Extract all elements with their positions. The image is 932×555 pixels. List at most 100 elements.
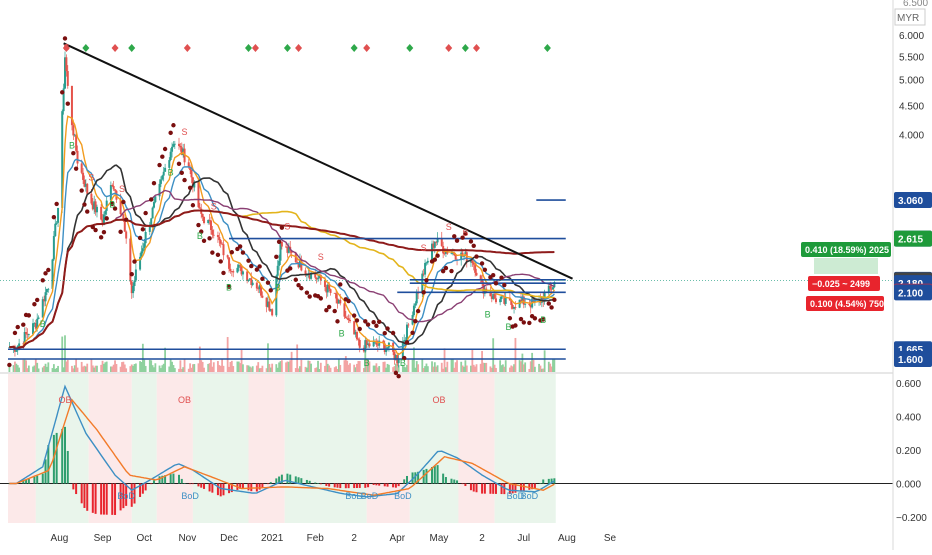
macd-line [9,384,555,498]
histogram-bar [64,426,66,484]
volume-bar [531,352,534,372]
candle-body [393,351,396,360]
oscillator-band [366,374,410,523]
candle-body [501,296,504,298]
volume-bar [51,368,54,372]
sar-dot [518,316,524,322]
candle-body [140,251,143,257]
horizontal-levels [0,199,893,360]
candle-body [82,172,85,180]
histogram-bar [111,483,114,515]
histogram-bar [180,478,183,484]
volume-bar [386,363,389,372]
downtrend-line [63,42,573,280]
oscillator-band [248,374,285,523]
volume-bar [22,359,25,372]
candle-body [383,343,386,353]
sar-dot [296,283,301,288]
volume-bar [135,363,137,372]
oscillator-band [156,374,193,523]
volume-bar [365,359,368,372]
volume-bar [414,367,417,372]
histogram-bar [364,483,367,488]
candle-body [250,278,253,285]
volume-bar [347,364,350,372]
volume-bar [453,367,456,372]
sar-dot [254,267,260,272]
sar-dot [335,319,340,324]
buy-label: B [109,199,115,209]
sar-dot [521,320,526,325]
candle-body [355,331,358,340]
sell-label: S [119,184,125,194]
histogram-bar [553,478,556,484]
sar-dot [196,222,201,228]
oscillator-band [409,374,459,523]
histogram-bar [297,477,300,484]
candle-body [271,309,274,316]
volume-bar [130,364,133,372]
histogram-bar [289,474,292,484]
volume-bar [520,361,522,372]
bod-marker: BoD [361,491,379,501]
sell-label: S [284,222,290,232]
candle-body [237,264,240,268]
volume-bar [290,351,293,372]
histogram-bar [200,483,203,488]
volume-bar [133,364,136,372]
histogram-bar [411,472,414,484]
sar-dot [293,277,298,282]
candle-body [493,294,496,299]
candle-body [547,285,550,294]
volume-bar [493,364,496,372]
histogram-bar [481,483,484,494]
candle-body [376,344,379,346]
sar-dot [121,199,126,205]
candle-body [479,275,482,280]
candle-body [209,220,212,231]
candle-body [212,234,215,236]
volume-bar [123,364,126,372]
candle-body [415,292,418,304]
volume-bar [96,365,98,372]
candle-body [18,343,21,346]
buy-label: B [69,140,75,150]
volume-bar [550,366,553,372]
candle-body [125,231,128,239]
volume-bar [143,359,146,372]
sar-dot [235,246,240,252]
histogram-bar [83,483,86,508]
candle-body [52,236,55,260]
candle-body [490,296,493,299]
volume-bar [406,364,408,372]
volume-bar [83,365,86,372]
volume-bar [518,360,521,372]
sar-dot [493,281,499,286]
candle-body [91,203,94,210]
volume-bar [100,364,103,372]
volume-bar [34,359,37,372]
volume-bar [367,359,369,372]
sar-dot [346,298,351,304]
candle-body [203,217,206,223]
sar-dot [71,151,76,156]
candle-body [248,278,251,280]
volume-bar [41,367,44,372]
volume-bar [310,363,312,372]
candle-body [144,231,147,244]
sar-dot [546,301,552,306]
candle-body [172,144,175,147]
volume-bar [119,366,122,372]
sar-dot [371,320,376,325]
sar-dot [299,286,304,291]
candle-body [187,162,190,168]
candle-body [436,237,439,243]
histogram-bar [211,483,214,493]
candle-body [22,343,25,345]
candle-body [518,299,521,308]
volume-bar [210,359,212,372]
price-tick-label: 4.500 [899,102,924,113]
volume-bar [543,350,546,372]
candle-body [510,300,513,305]
